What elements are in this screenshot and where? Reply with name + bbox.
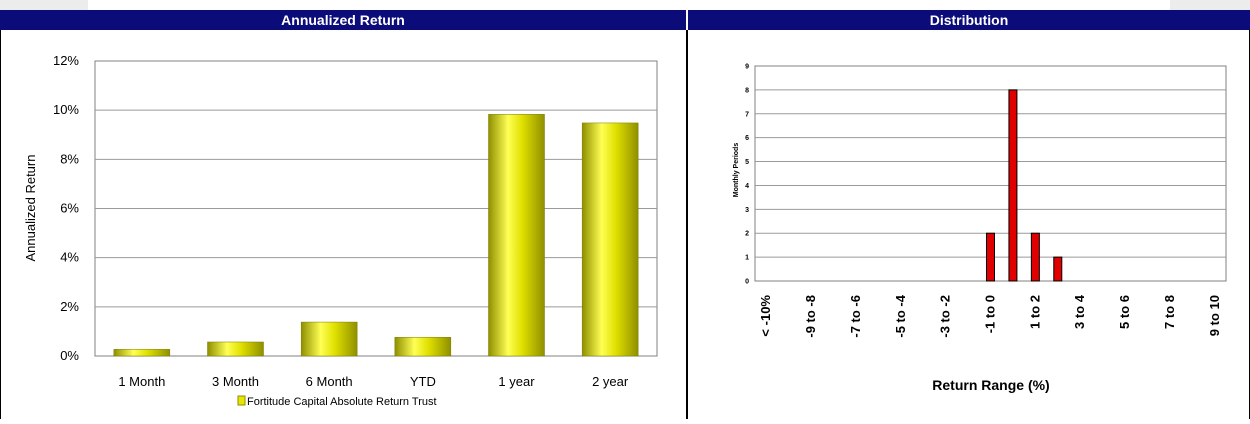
y-tick-label: 1 [745, 255, 749, 262]
bar [1053, 256, 1063, 282]
x-tick-label: 9 to 10 [1207, 295, 1222, 336]
distribution-header: Distribution [688, 10, 1250, 30]
legend-swatch [237, 395, 246, 406]
bar [113, 349, 171, 357]
y-axis-label: Annualized Return [23, 155, 38, 262]
y-tick-label: 10% [53, 102, 79, 117]
x-tick-label: 1 to 2 [1027, 295, 1042, 329]
bar [207, 341, 264, 357]
bar [488, 114, 545, 357]
x-tick-label: 3 Month [212, 374, 259, 389]
y-tick-label: 9 [745, 64, 749, 71]
distribution-panel: 0 1 2 3 4 5 6 7 8 9 < -10% -9 to -8 -7 to -6 -5 to -… [688, 30, 1250, 419]
x-tick-label: -7 to -6 [848, 295, 863, 338]
x-tick-label: YTD [410, 374, 436, 389]
y-tick-label: 3 [745, 207, 749, 214]
x-tick-label: 1 Month [118, 374, 165, 389]
top-strip-right [1170, 0, 1250, 10]
bar [1008, 89, 1018, 282]
bar [394, 337, 452, 357]
y-tick-label: 2 [745, 231, 749, 238]
annualized-return-panel: 0% 2% 4% 6% 8% 10% 12% 1 Month 3 Month 6 Month YT… [0, 30, 688, 419]
x-tick-label: 2 year [592, 374, 629, 389]
bar [986, 232, 995, 282]
top-strip-left [0, 0, 88, 10]
x-tick-label: 5 to 6 [1117, 295, 1132, 329]
y-tick-label: 8% [60, 151, 79, 166]
y-tick-label: 7 [745, 111, 749, 118]
bar [300, 321, 358, 357]
y-axis-label: Monthly Periods [733, 143, 740, 198]
y-tick-label: 6 [745, 135, 749, 142]
x-tick-label: -3 to -2 [938, 295, 953, 338]
x-tick-label: -1 to 0 [983, 295, 998, 333]
y-tick-label: 0% [60, 348, 79, 363]
y-tick-label: 2% [60, 299, 79, 314]
y-tick-label: 0 [745, 279, 749, 286]
y-tick-label: 5 [745, 159, 749, 166]
x-tick-label: 3 to 4 [1072, 294, 1087, 329]
x-tick-label: 1 year [498, 374, 535, 389]
y-tick-label: 8 [745, 87, 749, 94]
y-tick-label: 4 [745, 183, 749, 190]
y-tick-label: 6% [60, 201, 79, 216]
x-tick-label: 6 Month [306, 374, 353, 389]
top-strip [0, 0, 1250, 10]
x-tick-label: < -10% [758, 295, 773, 337]
x-tick-label: -9 to -8 [803, 295, 818, 338]
annualized-return-chart: 0% 2% 4% 6% 8% 10% 12% 1 Month 3 Month 6 Month YT… [23, 53, 658, 408]
bar [1030, 232, 1040, 282]
x-axis-label: Return Range (%) [932, 377, 1049, 393]
bar [581, 122, 639, 357]
distribution-chart: 0 1 2 3 4 5 6 7 8 9 < -10% -9 to -8 -7 to -6 -5 to -… [733, 64, 1227, 393]
annualized-return-header: Annualized Return [0, 10, 686, 30]
y-tick-label: 4% [60, 250, 79, 265]
x-tick-label: 7 to 8 [1162, 295, 1177, 329]
x-tick-label: -5 to -4 [893, 294, 908, 337]
y-tick-label: 12% [53, 53, 79, 68]
legend-label: Fortitude Capital Absolute Return Trust [247, 396, 437, 408]
